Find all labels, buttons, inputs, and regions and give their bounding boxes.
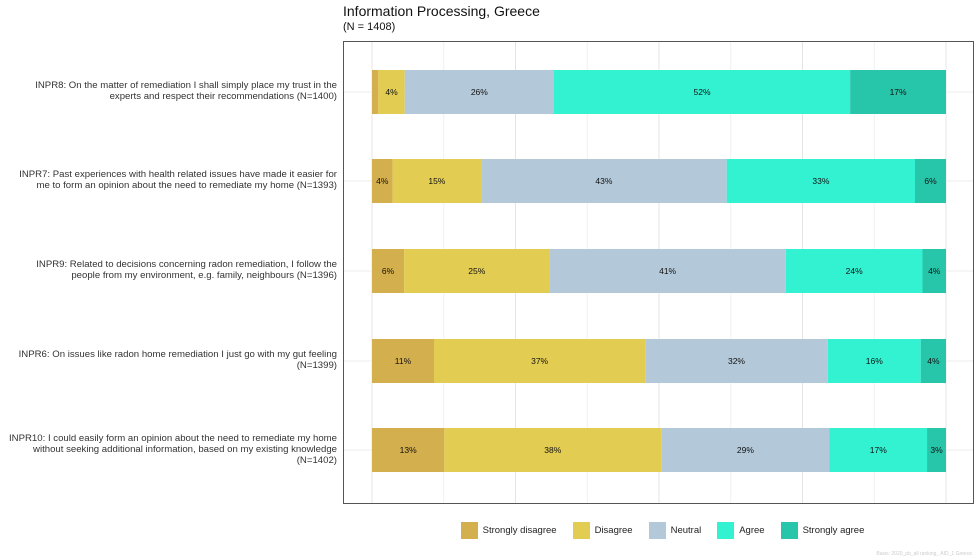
data-label: 52% <box>694 87 711 97</box>
legend-label: Disagree <box>594 525 633 536</box>
bar-segment-inpr9-disagree <box>404 249 550 293</box>
data-label: 32% <box>728 356 745 366</box>
y-axis-label-line: me to form an opinion about the need to … <box>36 180 337 191</box>
bar-segment-inpr7-strongly-disagree <box>372 159 393 203</box>
bar-segment-inpr8-neutral <box>404 70 554 114</box>
data-label: 4% <box>385 87 398 97</box>
legend-key <box>648 522 666 539</box>
data-label: 37% <box>531 356 548 366</box>
y-axis-label-line: people from my environment, e.g. family,… <box>71 270 337 281</box>
legend: Strongly disagree Disagree Neutral Agree Str… <box>0 522 980 539</box>
y-axis-label-line: INPR8: On the matter of remediation I sh… <box>35 80 337 91</box>
bar-row-inpr8: 4% 26% 52% 17% <box>372 70 946 114</box>
legend-item-disagree: Disagree <box>572 522 633 539</box>
bar-segment-inpr6-disagree <box>433 339 646 383</box>
data-label: 26% <box>471 87 488 97</box>
bar-segment-inpr8-strongly-disagree <box>372 70 379 114</box>
data-label: 11% <box>395 356 412 366</box>
bar-segment-inpr9-strongly-disagree <box>372 249 405 293</box>
data-label: 33% <box>812 176 829 186</box>
data-label: 29% <box>737 445 754 455</box>
bar-segment-inpr10-disagree <box>444 428 662 472</box>
legend-key <box>717 522 735 539</box>
y-axis-label-inpr7: INPR7: Past experiences with health rela… <box>0 169 337 191</box>
footnote: Basis: 2020_pb_all ranking_ AID_1 Greece <box>876 551 972 557</box>
data-label: 17% <box>870 445 887 455</box>
legend-key <box>460 522 478 539</box>
y-axis-label-line: without seeking additional information, … <box>33 443 337 455</box>
data-label: 41% <box>659 266 676 276</box>
bar-segment-inpr7-disagree <box>392 159 482 203</box>
y-axis-label-inpr10: INPR10: I could easily form an opinion a… <box>0 433 337 466</box>
bar-segment-inpr10-strongly-disagree <box>372 428 445 472</box>
y-axis-label-inpr6: INPR6: On issues like radon home remedia… <box>0 349 337 371</box>
data-label: 25% <box>468 266 485 276</box>
data-label: 43% <box>595 176 612 186</box>
legend-label: Strongly disagree <box>482 525 557 536</box>
y-axis-label-inpr9: INPR9: Related to decisions concerning r… <box>0 259 337 281</box>
data-label: 4% <box>927 356 940 366</box>
legend-item-strongly-disagree: Strongly disagree <box>460 522 557 539</box>
y-axis-label-inpr8: INPR8: On the matter of remediation I sh… <box>0 80 337 102</box>
bar-segment-inpr6-strongly-agree <box>920 339 946 383</box>
legend-key <box>572 522 590 539</box>
data-label: 4% <box>376 176 389 186</box>
bar-row-inpr9: 6% 25% 41% 24% 4% <box>372 249 946 293</box>
legend-item-neutral: Neutral <box>648 522 702 539</box>
y-axis-label-line: INPR9: Related to decisions concerning r… <box>36 259 337 270</box>
bar-segment-inpr6-neutral <box>645 339 828 383</box>
data-label: 4% <box>928 266 941 276</box>
bar-segment-inpr7-agree <box>726 159 916 203</box>
bar-row-inpr10: 13% 38% 29% 17% 3% <box>372 428 946 472</box>
bar-segment-inpr8-strongly-agree <box>850 70 946 114</box>
bar-segment-inpr7-strongly-agree <box>915 159 946 203</box>
bar-segment-inpr9-neutral <box>549 249 786 293</box>
bar-segment-inpr10-neutral <box>661 428 830 472</box>
bar-segment-inpr9-agree <box>785 249 923 293</box>
data-label: 24% <box>846 266 863 276</box>
y-axis-label-line: (N=1399) <box>296 360 337 371</box>
plot-area: 4% 26% 52% 17%4% 15% 43% 33% 6%6% 25% 41% 24% 4%11%… <box>344 42 973 503</box>
bar-row-inpr7: 4% 15% 43% 33% 6% <box>372 159 946 203</box>
legend-label: Agree <box>739 525 765 536</box>
data-label: 16% <box>866 356 883 366</box>
data-label: 3% <box>930 445 943 455</box>
y-axis-label-line: INPR6: On issues like radon home remedia… <box>18 349 337 360</box>
bar-segment-inpr7-neutral <box>481 159 727 203</box>
chart-subtitle: (N = 1408) <box>343 21 396 33</box>
data-label: 6% <box>382 266 395 276</box>
plot-panel: 4% 26% 52% 17% 4% 15% 43% 33% 6% 6% 25% 41% 24% 4% 11%… <box>343 41 974 504</box>
data-label: 15% <box>428 176 445 186</box>
data-label: 6% <box>924 176 937 186</box>
legend-item-strongly-agree: Strongly agree <box>780 522 865 539</box>
bar-segment-inpr8-disagree <box>378 70 405 114</box>
y-axis-label-line: INPR7: Past experiences with health rela… <box>19 169 337 180</box>
y-axis-label-line: (N=1402) <box>296 454 337 466</box>
legend-label: Strongly agree <box>802 525 865 536</box>
legend-item-agree: Agree <box>717 522 765 539</box>
bar-row-inpr6: 11% 37% 32% 16% 4% <box>372 339 946 383</box>
chart-title: Information Processing, Greece <box>343 3 540 19</box>
legend-key <box>780 522 798 539</box>
data-label: 38% <box>544 445 561 455</box>
bar-segment-inpr10-agree <box>829 428 928 472</box>
bar-segment-inpr9-strongly-agree <box>922 249 946 293</box>
data-label: 17% <box>890 87 907 97</box>
bar-segment-inpr6-strongly-disagree <box>372 339 434 383</box>
data-label: 13% <box>400 445 417 455</box>
y-axis-label-line: experts and respect their recommendation… <box>109 91 337 102</box>
legend-label: Neutral <box>670 525 702 536</box>
y-axis-label-line: INPR10: I could easily form an opinion a… <box>9 432 337 444</box>
bar-segment-inpr6-agree <box>827 339 921 383</box>
bar-segment-inpr10-strongly-agree <box>927 428 946 472</box>
bar-segment-inpr8-agree <box>553 70 851 114</box>
